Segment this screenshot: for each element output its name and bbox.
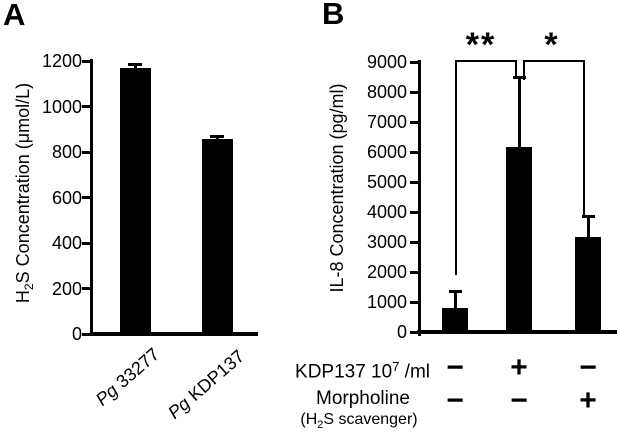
x-axis-line [417, 330, 617, 334]
row-sublabel-text: S scavenger) [323, 411, 418, 428]
y-tick-mark [410, 150, 418, 154]
y-tick-label: 600 [51, 187, 82, 208]
y-tick-label: 2000 [366, 262, 407, 282]
significance-bracket-left-drop [455, 60, 457, 275]
significance-bracket-top [455, 60, 517, 62]
error-bar-line [215, 135, 219, 141]
y-tick-label: 400 [51, 233, 82, 253]
significance-bracket-right-drop [583, 60, 585, 217]
condition-row-label-kdp137: KDP137 107 /ml [295, 356, 430, 384]
y-tick-mark [410, 270, 418, 274]
condition-symbol: + [579, 384, 597, 417]
y-tick-label: 0 [71, 324, 82, 344]
y-tick-mark [82, 105, 90, 108]
y-tick-mark [82, 287, 90, 290]
condition-symbol: − [446, 384, 464, 417]
y-tick-mark [82, 59, 90, 63]
condition-symbol: + [510, 351, 528, 384]
error-bar-line [586, 216, 590, 239]
y-tick-label: 3000 [366, 232, 407, 252]
row-sublabel-text: (H [300, 411, 318, 428]
error-bar-cap [512, 75, 526, 79]
y-tick-mark [82, 150, 90, 154]
condition-row-sublabel-h2s-scavenger: (H2S scavenger) [276, 409, 442, 436]
y-tick-mark [82, 241, 90, 245]
condition-symbol: − [510, 384, 528, 417]
y-tick-label: 200 [51, 278, 82, 299]
condition-symbol: − [446, 351, 464, 384]
y-tick-label: 4000 [366, 202, 407, 222]
y-tick-mark [410, 300, 418, 304]
y-tick-mark [410, 60, 418, 64]
row-label-text: KDP137 10 [295, 361, 393, 383]
condition-symbol: − [579, 351, 597, 384]
error-bar-line [517, 76, 521, 149]
row-label-superscript: 7 [392, 359, 400, 374]
y-tick-label: 800 [51, 142, 82, 162]
bar [575, 237, 601, 332]
row-sublabel-subscript: 2 [317, 418, 324, 431]
panel-b-label: B [322, 0, 345, 31]
significance-bracket-left-drop [523, 60, 525, 80]
x-axis-line [90, 332, 258, 336]
significance-bracket-top [523, 60, 585, 62]
y-tick-mark [82, 332, 90, 336]
bar [119, 68, 151, 334]
y-tick-label: 9000 [366, 52, 407, 72]
significance-asterisk-label: ** [465, 26, 497, 64]
y-tick-mark [82, 196, 90, 199]
error-bar-line [453, 291, 457, 310]
y-tick-label: 1000 [366, 292, 407, 312]
condition-row-label-morpholine: Morpholine [316, 388, 410, 409]
y-tick-mark [410, 120, 418, 124]
bar [201, 138, 233, 334]
y-tick-label: 5000 [366, 172, 407, 192]
row-label-text: /ml [399, 361, 430, 383]
y-axis-line [418, 60, 421, 336]
y-tick-mark [410, 240, 418, 244]
error-bar-cap [210, 134, 224, 138]
y-tick-label: 1000 [41, 96, 82, 117]
y-tick-label: 1200 [41, 51, 82, 71]
y-tick-label: 6000 [366, 142, 407, 162]
error-bar-line [133, 63, 137, 71]
y-tick-label: 0 [396, 322, 407, 342]
error-bar-cap [581, 215, 595, 218]
y-tick-mark [410, 180, 418, 184]
y-tick-mark [410, 90, 418, 94]
error-bar-cap [128, 62, 142, 66]
y-tick-label: 7000 [366, 112, 407, 132]
bar [442, 307, 468, 332]
y-tick-mark [410, 330, 418, 334]
panel-a-label: A [3, 0, 26, 32]
y-tick-mark [410, 210, 418, 214]
error-bar-cap [448, 290, 462, 293]
y-tick-label: 8000 [366, 82, 407, 102]
significance-asterisk-label: * [544, 26, 560, 64]
significance-bracket-right-drop [515, 60, 517, 76]
bar [506, 147, 532, 332]
y-axis-line [90, 59, 93, 336]
